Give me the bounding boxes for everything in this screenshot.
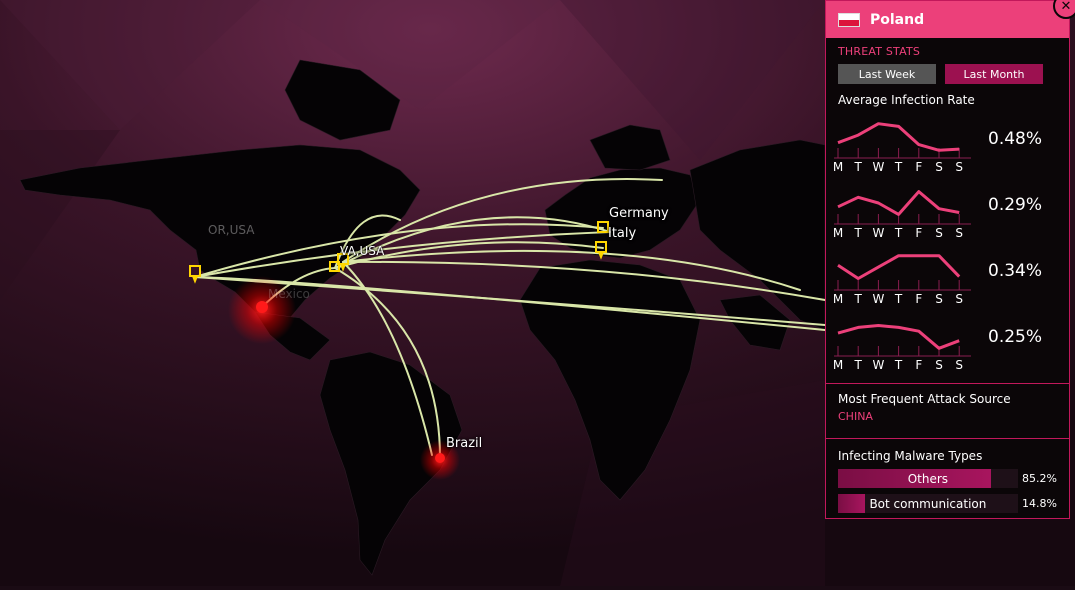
malware-bar-fill: [838, 494, 865, 513]
malware-types-label: Infecting Malware Types: [838, 449, 983, 463]
sparkline-day-label: S: [935, 292, 943, 306]
close-icon[interactable]: ✕: [1053, 0, 1075, 19]
sparkline-day-label: S: [955, 226, 963, 240]
infection-rate-percent: 0.34%: [988, 261, 1043, 281]
malware-row: Bot communication 14.8%: [838, 494, 1057, 513]
average-infection-rate-label: Average Infection Rate: [838, 93, 975, 107]
sparkline-day-label: M: [833, 292, 843, 306]
infection-rate-percent: 0.48%: [988, 129, 1043, 149]
infection-rate-percent: 0.25%: [988, 327, 1043, 347]
sparkline-line: [837, 254, 961, 280]
sparkline-day-label: F: [915, 292, 922, 306]
sparkline-day-label: S: [935, 358, 943, 372]
sparkline-line: [837, 122, 960, 152]
sparkline-line: [837, 324, 960, 350]
attack-source-section: Most Frequent Attack Source CHINA: [826, 384, 1069, 438]
sparkline-day-label: M: [833, 226, 843, 240]
malware-percent: 14.8%: [1022, 497, 1057, 510]
tab-last-week[interactable]: Last Week: [838, 64, 936, 84]
sparkline-day-label: W: [872, 226, 884, 240]
sparkline-day-label: T: [854, 358, 863, 372]
malware-bar: Bot communication: [838, 494, 1018, 513]
poland-flag-icon: [838, 12, 860, 27]
label-or-usa: OR,USA: [208, 223, 255, 237]
country-stats-panel: Poland ✕ THREAT STATS Last Week Last Mon…: [825, 0, 1075, 519]
sparkline-day-label: M: [833, 160, 843, 174]
attack-source-label: Most Frequent Attack Source: [838, 392, 1011, 406]
sparkline-day-label: F: [915, 226, 922, 240]
sparkline-day-label: W: [872, 358, 884, 372]
sparkline-day-label: S: [955, 160, 963, 174]
label-germany: Germany: [609, 206, 669, 221]
sparkline-day-label: T: [854, 226, 863, 240]
sparkline-day-label: S: [935, 226, 943, 240]
country-name: Poland: [870, 11, 925, 28]
sparkline-day-label: M: [833, 358, 843, 372]
malware-percent: 85.2%: [1022, 472, 1057, 485]
sparkline-day-label: W: [872, 292, 884, 306]
sparkline-day-label: S: [955, 358, 963, 372]
sparkline-day-label: S: [955, 292, 963, 306]
attack-lines: [194, 178, 826, 459]
label-italy: Italy: [608, 226, 637, 241]
malware-types-section: Infecting Malware Types Others 85.2% Bot…: [826, 439, 1069, 523]
panel-header: Poland ✕: [826, 0, 1075, 38]
malware-row: Others 85.2%: [838, 469, 1057, 488]
sparkline-line: [837, 190, 960, 216]
attack-source-value: CHINA: [838, 410, 873, 423]
sparkline-day-label: T: [894, 292, 903, 306]
malware-bar: Others: [838, 469, 1018, 488]
sparkline-day-label: T: [894, 358, 903, 372]
sparkline-day-label: T: [894, 160, 903, 174]
threat-stats-label: THREAT STATS: [838, 45, 921, 58]
sparkline-day-label: T: [894, 226, 903, 240]
label-va-usa: VA,USA: [340, 244, 385, 258]
malware-name: Bot communication: [869, 496, 987, 511]
period-tabs: Last Week Last Month: [838, 64, 1069, 84]
label-mexico: Mexico: [268, 287, 310, 301]
infection-rate-percent: 0.29%: [988, 195, 1043, 215]
red-location-pin-icon: [256, 301, 445, 463]
sparkline-day-label: S: [935, 160, 943, 174]
sparkline-day-label: F: [915, 358, 922, 372]
label-brazil: Brazil: [446, 436, 483, 451]
malware-bar-fill: [838, 469, 992, 488]
sparkline-day-label: T: [854, 292, 863, 306]
malware-name: Others: [907, 471, 949, 486]
sparkline-day-label: W: [872, 160, 884, 174]
tab-last-month[interactable]: Last Month: [945, 64, 1043, 84]
sparkline-day-label: T: [854, 160, 863, 174]
yellow-marker-icons: [189, 221, 609, 284]
sparkline-day-label: F: [915, 160, 922, 174]
